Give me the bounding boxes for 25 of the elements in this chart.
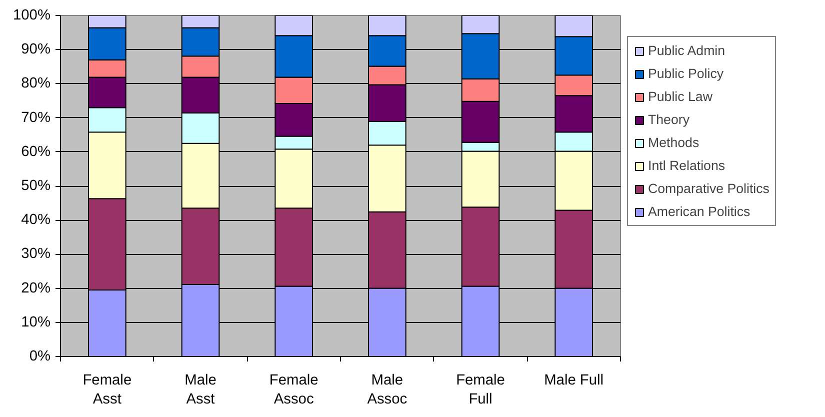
y-tick-label: 80% <box>21 76 51 92</box>
legend-label: Comparative Politics <box>648 181 770 196</box>
x-tick-label: Female Asst <box>82 372 132 408</box>
y-tick-label: 90% <box>21 42 51 58</box>
legend-label: Public Admin <box>648 43 726 58</box>
y-tick-label: 30% <box>21 246 51 262</box>
legend-label: Theory <box>648 112 690 127</box>
x-tick-label: Female Assoc <box>269 372 318 408</box>
x-tick-label: Female Full <box>456 372 505 408</box>
y-tick-label: 40% <box>21 212 51 228</box>
legend-label: Public Law <box>648 89 712 104</box>
y-tick-label: 100% <box>13 8 51 24</box>
y-tick-label: 60% <box>21 144 51 160</box>
x-tick-label: Male Asst <box>184 372 216 408</box>
y-tick-label: 50% <box>21 178 51 194</box>
y-tick-label: 70% <box>21 110 51 126</box>
y-tick-label: 10% <box>21 314 51 330</box>
legend-label: Intl Relations <box>648 158 726 173</box>
x-tick-label: Male Full <box>544 372 604 388</box>
legend-label: American Politics <box>648 204 750 219</box>
y-tick-label: 0% <box>29 348 51 364</box>
y-tick-label: 20% <box>21 280 51 296</box>
legend-label: Public Policy <box>648 66 724 81</box>
x-tick-label: Male Assoc <box>367 372 408 408</box>
legend-label: Methods <box>648 135 700 150</box>
